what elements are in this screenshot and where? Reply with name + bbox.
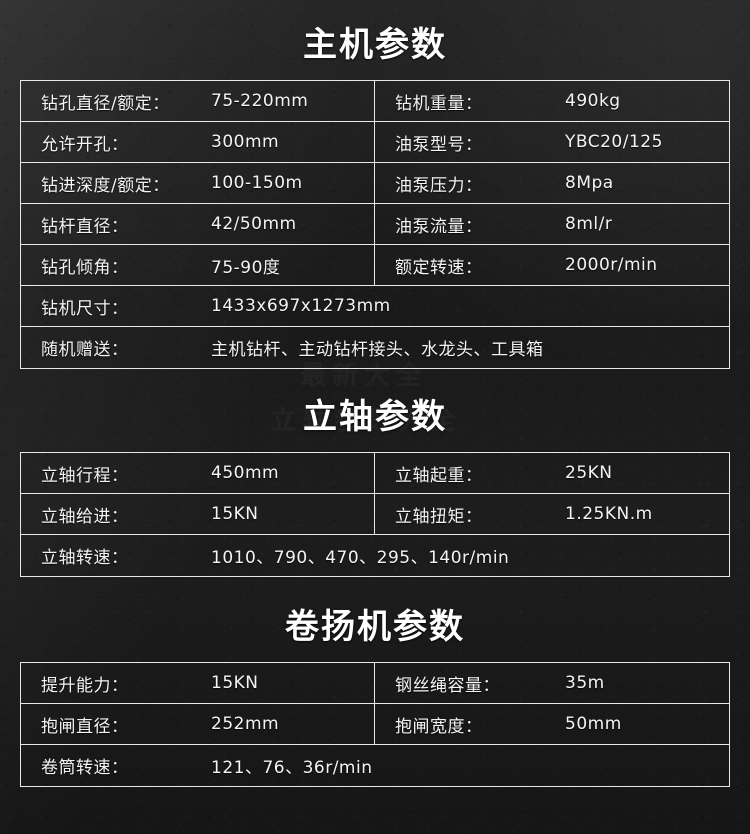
spec-value: YBC20/125 [565,132,663,152]
spec-label: 油泵流量： [395,216,483,237]
spec-label: 钻杆直径： [41,216,129,237]
spec-label: 钢丝绳容量： [395,675,500,696]
spec-label: 钻孔倾角： [41,257,129,278]
table-row: 钻孔直径/额定： 75-220mm 钻机重量： 490kg [21,81,729,122]
spec-table-host-machine: 钻孔直径/额定： 75-220mm 钻机重量： 490kg 允许开孔： 300m… [20,80,730,369]
spec-value: 1.25KN.m [565,504,653,524]
spec-label: 额定转速： [395,257,483,278]
spec-label: 油泵压力： [395,175,483,196]
spec-label: 油泵型号： [395,134,483,155]
spec-label: 立轴给进： [41,506,129,527]
table-row: 钻孔倾角： 75-90度 额定转速： 2000r/min [21,245,729,286]
spec-value: 8Mpa [565,173,614,193]
spec-value: 25KN [565,463,613,483]
spec-cell-right: 立轴起重： 25KN [375,453,729,493]
spec-cell-left: 抱闸直径： 252mm [21,704,375,744]
table-row: 提升能力： 15KN 钢丝绳容量： 35m [21,663,729,704]
spec-label: 钻进深度/额定： [41,175,170,196]
spec-label: 立轴起重： [395,465,483,486]
spec-cell-left: 钻进深度/额定： 100-150m [21,163,375,203]
spec-cell-left: 立轴给进： 15KN [21,494,375,534]
section-title-winch: 卷扬机参数 [285,607,465,647]
spec-table-spindle: 立轴行程： 450mm 立轴起重： 25KN 立轴给进： 15KN 立轴扭矩： … [20,452,730,577]
spec-value: 15KN [211,504,259,524]
spec-cell-right: 抱闸宽度： 50mm [375,704,729,744]
spec-value: 2000r/min [565,255,658,275]
table-row: 立轴给进： 15KN 立轴扭矩： 1.25KN.m [21,494,729,535]
table-row: 抱闸直径： 252mm 抱闸宽度： 50mm [21,704,729,745]
spec-label: 抱闸宽度： [395,716,483,737]
spec-cell-left: 钻杆直径： 42/50mm [21,204,375,244]
spec-value: 450mm [211,463,280,483]
spec-label: 钻孔直径/额定： [41,93,170,114]
table-row: 钻杆直径： 42/50mm 油泵流量： 8ml/r [21,204,729,245]
spec-cell-right: 立轴扭矩： 1.25KN.m [375,494,729,534]
table-row: 卷筒转速： 121、76、36r/min [21,745,729,786]
spec-label: 钻机尺寸： [41,298,129,319]
spec-cell-full: 立轴转速： 1010、790、470、295、140r/min [21,535,729,576]
spec-label: 抱闸直径： [41,716,129,737]
spec-label: 卷筒转速： [41,758,129,778]
spec-cell-right: 油泵型号： YBC20/125 [375,122,729,162]
spec-cell-right: 额定转速： 2000r/min [375,245,729,285]
spec-cell-full: 钻机尺寸： 1433x697x1273mm [21,286,729,326]
spec-value: 100-150m [211,173,303,193]
section-title-spindle: 立轴参数 [303,397,447,437]
spec-value: 15KN [211,673,259,693]
spec-value: 8ml/r [565,214,613,234]
spec-value: 75-90度 [211,257,281,278]
spec-table-winch: 提升能力： 15KN 钢丝绳容量： 35m 抱闸直径： 252mm 抱闸宽度： … [20,662,730,787]
table-row: 允许开孔： 300mm 油泵型号： YBC20/125 [21,122,729,163]
spec-cell-left: 钻孔直径/额定： 75-220mm [21,81,375,121]
spec-value: 121、76、36r/min [211,758,373,778]
spec-value: 主机钻杆、主动钻杆接头、水龙头、工具箱 [211,340,544,360]
spec-cell-right: 油泵流量： 8ml/r [375,204,729,244]
spec-label: 立轴扭矩： [395,506,483,527]
spec-cell-full: 卷筒转速： 121、76、36r/min [21,745,729,786]
spec-cell-left: 提升能力： 15KN [21,663,375,703]
spec-label: 随机赠送： [41,340,129,360]
table-row: 钻机尺寸： 1433x697x1273mm [21,286,729,327]
spec-value: 42/50mm [211,214,297,234]
spec-value: 300mm [211,132,280,152]
table-row: 立轴行程： 450mm 立轴起重： 25KN [21,453,729,494]
spec-label: 提升能力： [41,675,129,696]
spec-cell-right: 钻机重量： 490kg [375,81,729,121]
spec-value: 1433x697x1273mm [211,296,391,316]
spec-cell-left: 钻孔倾角： 75-90度 [21,245,375,285]
spec-label: 允许开孔： [41,134,129,155]
spec-label: 立轴转速： [41,548,129,568]
spec-cell-left: 立轴行程： 450mm [21,453,375,493]
spec-value: 50mm [565,714,622,734]
spec-value: 490kg [565,91,621,111]
section-title-host-machine: 主机参数 [303,25,447,65]
table-row: 立轴转速： 1010、790、470、295、140r/min [21,535,729,576]
spec-cell-left: 允许开孔： 300mm [21,122,375,162]
table-row: 钻进深度/额定： 100-150m 油泵压力： 8Mpa [21,163,729,204]
spec-label: 立轴行程： [41,465,129,486]
spec-value: 1010、790、470、295、140r/min [211,548,510,568]
spec-value: 35m [565,673,605,693]
spec-label: 钻机重量： [395,93,483,114]
spec-value: 75-220mm [211,91,309,111]
spec-cell-right: 油泵压力： 8Mpa [375,163,729,203]
spec-cell-full: 随机赠送： 主机钻杆、主动钻杆接头、水龙头、工具箱 [21,327,729,368]
spec-cell-right: 钢丝绳容量： 35m [375,663,729,703]
spec-value: 252mm [211,714,280,734]
table-row: 随机赠送： 主机钻杆、主动钻杆接头、水龙头、工具箱 [21,327,729,368]
